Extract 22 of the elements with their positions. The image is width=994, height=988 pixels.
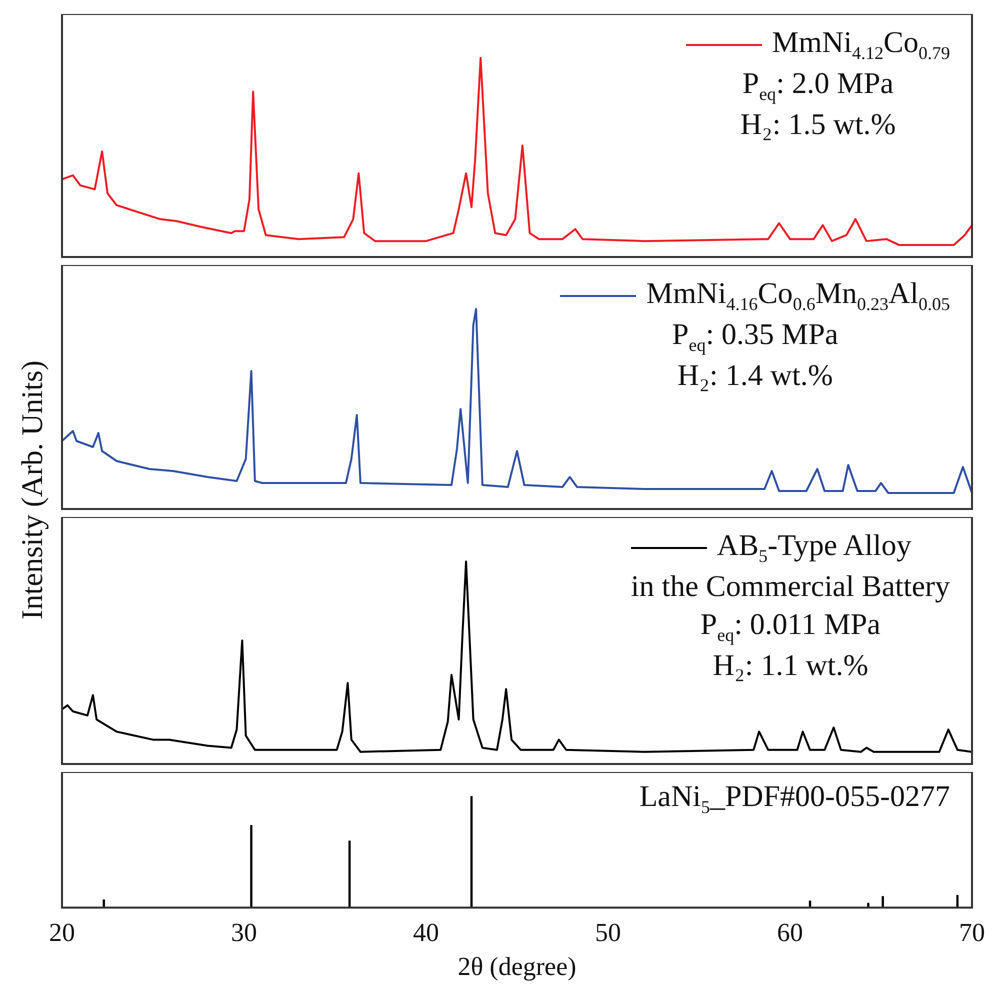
- x-tick-label: 40: [413, 918, 439, 948]
- legend-label: AB$_{5}$-Type Alloy: [716, 528, 912, 568]
- annotation: H₂: 1.1 wt.%: [712, 648, 870, 684]
- x-tick-label: 30: [231, 918, 257, 948]
- x-tick-label: 20: [49, 918, 75, 948]
- bar: [102, 899, 105, 908]
- bar: [250, 825, 252, 908]
- annotation: H₂: 1.4 wt.%: [676, 358, 834, 394]
- annotation: in the Commercial Battery: [630, 569, 950, 606]
- x-axis-title: 2θ (degree): [458, 952, 576, 982]
- x-tick-label: 60: [777, 918, 803, 948]
- x-tick-label: 70: [959, 918, 985, 948]
- legend-label: MmNi$_{4.16}$Co$_{0.6}$Mn$_{0.23}$Al$_{0.05}$: [646, 276, 950, 316]
- annotation: H₂: 1.5 wt.%: [739, 107, 897, 144]
- x-tick-label: 50: [595, 918, 621, 948]
- text: LaNi$_{5}$_PDF#00-055-0277: [639, 779, 950, 819]
- annotation: P$_{eq}$: 0.35 MPa: [671, 317, 840, 358]
- annotation: P$_{eq}$: 0.011 MPa: [699, 607, 882, 648]
- legend-label: MmNi$_{4.12}$Co$_{0.79}$: [772, 25, 950, 65]
- annotation: P$_{eq}$: 2.0 MPa: [741, 66, 895, 106]
- y-axis-title: Intensity (Arb. Units): [16, 360, 50, 620]
- bar: [882, 896, 884, 908]
